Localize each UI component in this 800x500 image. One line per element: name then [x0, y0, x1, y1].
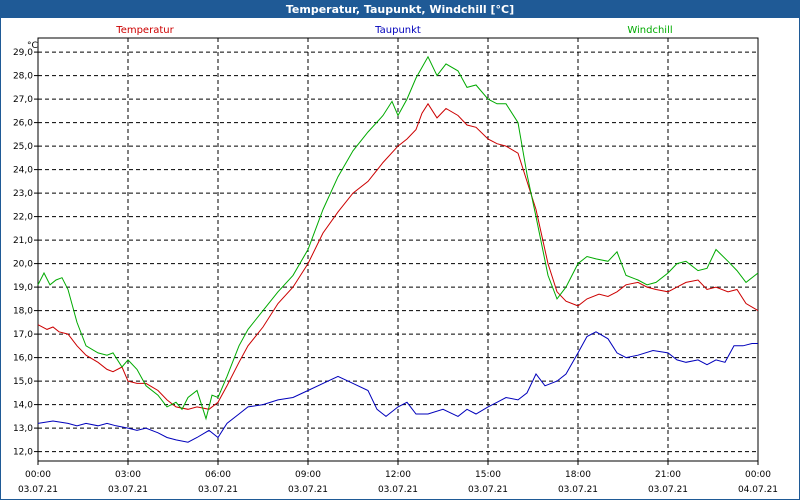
- y-tick-label: 19,0: [13, 283, 33, 293]
- x-tick-date: 03.07.21: [468, 485, 508, 495]
- x-tick-date: 03.07.21: [198, 485, 238, 495]
- x-tick-time: 06:00: [205, 470, 231, 480]
- y-tick-label: 27,0: [13, 95, 33, 105]
- y-tick-label: 21,0: [13, 236, 33, 246]
- legend-taupunkt: Taupunkt: [374, 25, 421, 36]
- y-tick-label: 16,0: [13, 354, 33, 364]
- plot-border: [37, 37, 759, 462]
- x-tick-date: 03.07.21: [558, 485, 598, 495]
- x-tick-date: 03.07.21: [18, 485, 58, 495]
- x-tick-time: 03:00: [115, 470, 141, 480]
- x-tick-date: 03.07.21: [288, 485, 328, 495]
- y-tick-label: 15,0: [13, 377, 33, 387]
- x-tick-time: 09:00: [295, 470, 321, 480]
- y-tick-label: 17,0: [13, 330, 33, 340]
- x-tick-time: 15:00: [475, 470, 501, 480]
- y-tick-label: 22,0: [13, 213, 33, 223]
- y-tick-label: 24,0: [13, 166, 33, 176]
- y-tick-label: 20,0: [13, 260, 33, 270]
- x-tick-time: 00:00: [745, 470, 771, 480]
- y-tick-label: 29,0: [13, 48, 33, 58]
- y-tick-label: 26,0: [13, 119, 33, 129]
- x-tick-date: 03.07.21: [108, 485, 148, 495]
- series-line-taupunkt: [37, 331, 758, 443]
- window-title: Temperatur, Taupunkt, Windchill [°C]: [1, 1, 799, 18]
- y-tick-label: 28,0: [13, 72, 33, 82]
- y-tick-label: 18,0: [13, 307, 33, 317]
- x-tick-time: 21:00: [655, 470, 681, 480]
- legend-temperatur: Temperatur: [115, 25, 174, 36]
- x-tick-date: 03.07.21: [648, 485, 688, 495]
- series-line-windchill: [37, 55, 759, 421]
- series-line-temperatur: [37, 102, 759, 410]
- x-tick-time: 00:00: [25, 470, 51, 480]
- y-tick-label: 12,0: [13, 448, 33, 458]
- x-tick-date: 04.07.21: [738, 485, 778, 495]
- y-axis-unit-label: °C: [27, 41, 38, 51]
- y-tick-label: 14,0: [13, 401, 33, 411]
- x-tick-time: 18:00: [565, 470, 591, 480]
- x-tick-time: 12:00: [385, 470, 411, 480]
- y-tick-label: 23,0: [13, 189, 33, 199]
- y-tick-label: 13,0: [13, 424, 33, 434]
- x-tick-date: 03.07.21: [378, 485, 418, 495]
- y-tick-label: 25,0: [13, 142, 33, 152]
- legend-windchill: Windchill: [627, 25, 672, 36]
